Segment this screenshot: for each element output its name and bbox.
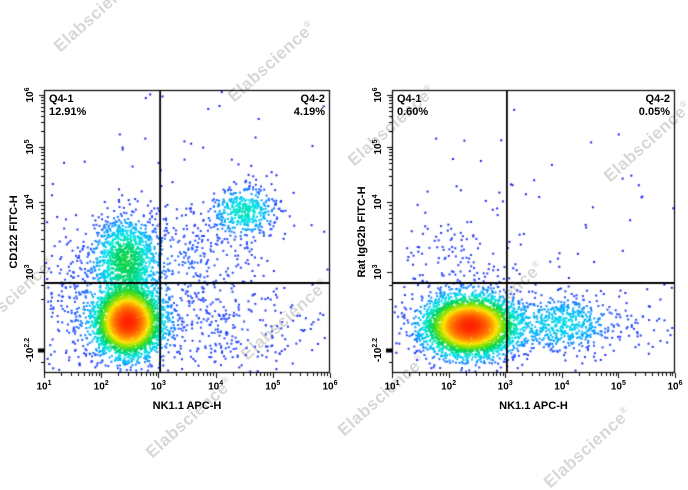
x-tick-label: 106 [322,380,338,393]
y-tick-label: 106 [371,87,385,103]
y-tick-label: -102.2 [371,337,385,363]
x-tick-label: 105 [610,380,626,393]
quadrant-q1-label-block: Q4-1 12.91% [49,93,86,119]
quadrant-label: Q4-1 [49,93,74,105]
y-tick-label: 104 [371,194,385,210]
quadrant-q1-label-block: Q4-1 0.60% [397,93,428,119]
x-tick-label: 103 [497,380,513,393]
y-tick-label: 103 [371,264,385,280]
quadrant-label: Q4-2 [645,93,670,105]
quadrant-value: 4.19% [293,106,325,118]
quadrant-q2-label-block: Q4-2 0.05% [639,93,670,119]
quadrant-value: 12.91% [49,106,87,118]
y-axis-title: Rat IgG2b FITC-H [356,185,368,278]
x-tick-label: 103 [150,380,166,393]
quadrant-q2-label-block: Q4-2 4.19% [294,93,325,119]
x-tick-label: 102 [93,380,109,393]
x-tick-label: 105 [265,380,281,393]
x-tick-label: 104 [208,380,224,393]
x-tick-label: 101 [36,380,52,393]
quadrant-value: 0.60% [397,106,429,118]
x-tick-label: 104 [554,380,570,393]
x-axis-title: NK1.1 APC-H [499,400,568,412]
quadrant-label: Q4-1 [397,93,422,105]
x-tick-label: 101 [384,380,400,393]
x-tick-label: 102 [441,380,457,393]
x-axis-title: NK1.1 APC-H [152,400,222,412]
quadrant-value: 0.05% [638,106,670,118]
x-tick-label: 106 [667,380,683,393]
quadrant-label: Q4-2 [300,93,325,105]
y-tick-label: 105 [371,139,385,155]
